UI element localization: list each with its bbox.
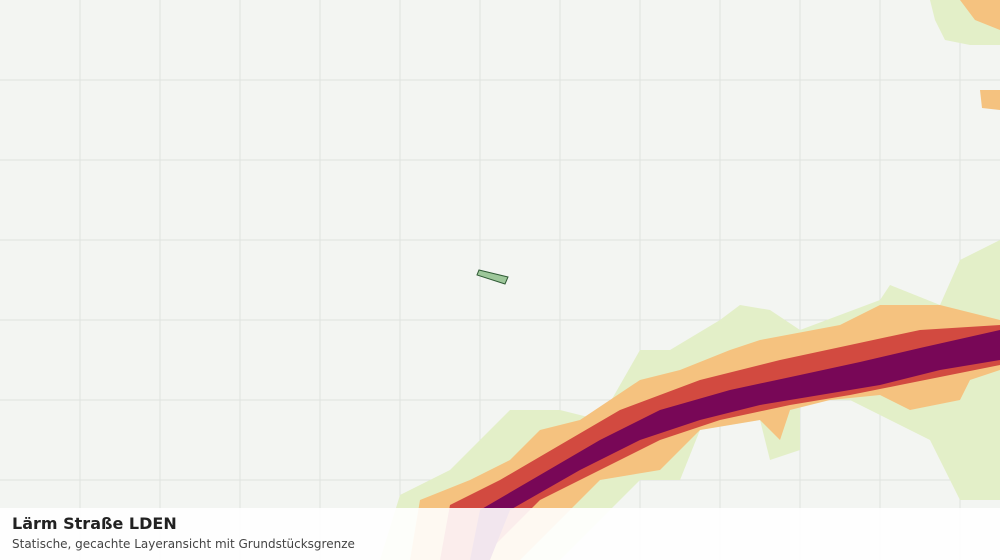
- parcel-boundary: [476, 269, 509, 285]
- noise-zones: [380, 0, 1000, 560]
- caption-subtitle: Statische, gecachte Layeransicht mit Gru…: [12, 537, 355, 551]
- caption-title: Lärm Straße LDEN: [12, 514, 177, 533]
- caption: Lärm Straße LDEN Statische, gecachte Lay…: [0, 508, 1000, 560]
